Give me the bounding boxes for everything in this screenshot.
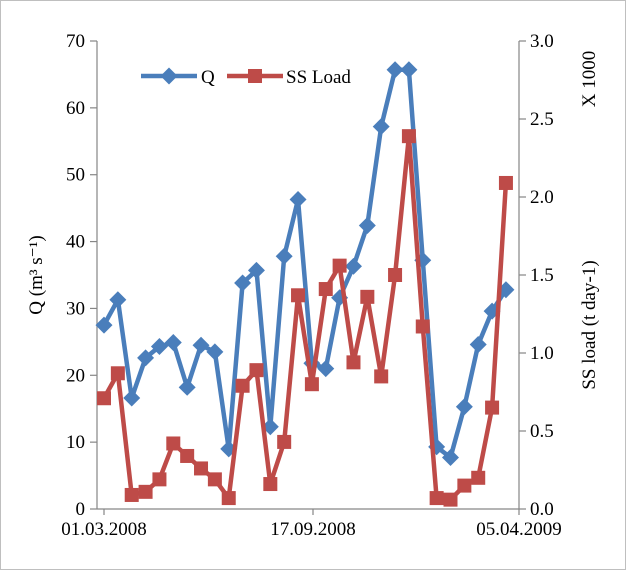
- q-data-point: [289, 190, 307, 208]
- ss-load-data-point: [166, 436, 181, 451]
- right-y-tick-label: 0.0: [530, 499, 554, 520]
- q-data-point: [247, 261, 265, 279]
- q-data-point: [358, 217, 376, 235]
- legend: Q SS Load: [141, 67, 351, 88]
- left-y-tick-label: 0: [76, 499, 86, 520]
- x-tick-label: 05.04.2009: [476, 519, 562, 540]
- ss-load-data-point: [180, 448, 195, 463]
- q-data-point: [206, 343, 224, 361]
- q-data-point: [137, 349, 155, 367]
- right-y-axis-label: SS load (t day-1): [579, 260, 600, 389]
- ss-load-data-point: [304, 377, 319, 392]
- ss-load-data-point: [194, 461, 209, 476]
- q-series-line: [102, 67, 508, 460]
- legend-ss-marker: [248, 69, 262, 83]
- ss-load-data-point: [332, 258, 347, 273]
- ss-load-data-point: [485, 400, 500, 415]
- ss-load-data-point: [249, 363, 264, 378]
- q-data-point: [372, 118, 390, 136]
- q-data-point: [442, 449, 459, 467]
- left-y-tick-label: 10: [66, 432, 85, 453]
- x-ticks: 01.03.2008 17.09.2008 05.04.2009: [61, 509, 562, 540]
- series-layer: [95, 61, 515, 507]
- ss-load-data-point: [110, 366, 125, 381]
- q-data-point: [400, 61, 418, 79]
- q-data-point: [95, 316, 113, 334]
- left-y-tick-label: 20: [66, 365, 85, 386]
- legend-ss-label: SS Load: [286, 67, 351, 88]
- q-data-point: [123, 389, 141, 407]
- right-y-tick-label: 3.0: [530, 31, 554, 52]
- q-data-point: [234, 274, 252, 292]
- ss-load-data-point: [415, 319, 430, 334]
- left-y-tick-label: 30: [66, 298, 85, 319]
- q-data-point: [164, 334, 182, 352]
- ss-load-data-point: [388, 268, 403, 282]
- q-data-point: [469, 336, 487, 354]
- right-y-tick-label: 1.0: [530, 343, 554, 364]
- right-y-multiplier-label: X 1000: [579, 51, 600, 107]
- left-y-ticks: 0 10 20 30 40 50 60 70: [66, 31, 97, 520]
- ss-load-data-point: [221, 491, 236, 506]
- q-data-point: [109, 291, 127, 309]
- ss-load-data-point: [152, 472, 167, 487]
- q-data-point: [192, 336, 210, 354]
- ss-load-series-line: [102, 133, 509, 502]
- q-data-point: [275, 247, 293, 265]
- ss-load-data-point: [263, 477, 278, 492]
- q-data-point: [178, 378, 196, 396]
- legend-q-label: Q: [201, 67, 215, 88]
- ss-load-data-point: [457, 478, 472, 493]
- left-y-tick-label: 60: [66, 98, 85, 119]
- ss-load-data-point: [374, 369, 389, 384]
- x-tick-label: 01.03.2008: [61, 519, 147, 540]
- ss-load-data-point: [207, 472, 222, 487]
- right-y-tick-label: 2.5: [530, 109, 554, 130]
- ss-load-data-point: [291, 288, 306, 303]
- q-data-point: [386, 61, 404, 79]
- q-data-point: [344, 257, 362, 275]
- x-tick-label: 17.09.2008: [270, 519, 356, 540]
- q-data-point: [317, 360, 335, 378]
- q-data-point: [455, 398, 473, 416]
- ss-load-data-point: [346, 355, 361, 370]
- right-y-ticks: 0.0 0.5 1.0 1.5 2.0 2.5 3.0: [519, 31, 554, 520]
- right-y-tick-label: 2.0: [530, 187, 554, 208]
- ss-load-data-point: [138, 484, 153, 499]
- ss-load-data-point: [498, 175, 513, 190]
- q-data-point: [150, 338, 168, 356]
- legend-q-marker: [160, 67, 178, 85]
- left-y-tick-label: 40: [66, 232, 85, 253]
- left-y-tick-label: 50: [66, 165, 85, 186]
- ss-load-data-point: [429, 491, 444, 506]
- ss-load-data-point: [235, 378, 250, 393]
- right-y-tick-label: 1.5: [530, 265, 554, 286]
- ss-load-data-point: [97, 391, 111, 406]
- left-y-axis-label: Q (m³ s⁻¹): [26, 235, 47, 314]
- ss-load-data-point: [318, 282, 333, 297]
- ss-load-data-point: [277, 434, 292, 449]
- ss-load-data-point: [360, 289, 375, 304]
- ss-load-data-point: [443, 492, 458, 507]
- right-y-tick-label: 0.5: [530, 421, 554, 442]
- left-y-tick-label: 70: [66, 31, 85, 52]
- ss-load-data-point: [471, 470, 486, 485]
- ss-load-data-point: [401, 129, 416, 144]
- ss-load-data-point: [124, 487, 139, 502]
